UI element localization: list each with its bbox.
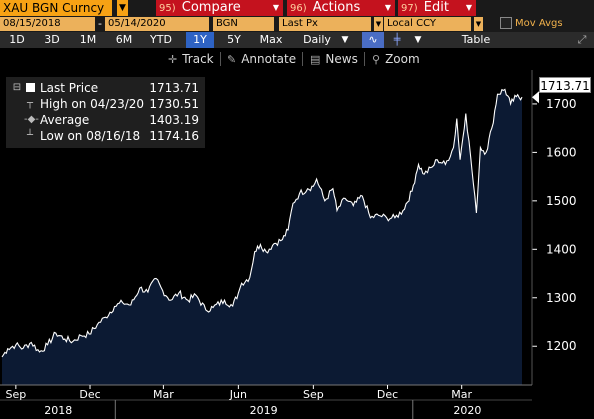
zoom-label: Zoom [385, 52, 420, 66]
track-button[interactable]: ✛ Track [168, 51, 214, 67]
legend-last-price: ⊟ Last Price 1713.71 [6, 80, 205, 96]
search-icon: ⚲ [372, 53, 381, 66]
toolbar-divider [364, 52, 365, 66]
edit-shortcut: 97) [401, 3, 418, 14]
series-swatch [26, 83, 35, 92]
mov-avgs-label: Mov Avgs [515, 18, 563, 29]
frequency-select[interactable]: Daily [303, 33, 331, 46]
zoom-button[interactable]: ⚲ Zoom [372, 51, 420, 67]
table-button[interactable]: Table [461, 33, 491, 46]
legend-low: ┴ Low on 08/16/18 1174.16 [6, 128, 205, 144]
x-tick-label: Jun [229, 388, 247, 401]
price-area [2, 89, 522, 386]
expand-icon[interactable]: ⤢ [577, 33, 587, 46]
chevron-down-icon[interactable]: ▼ [474, 17, 483, 31]
chart-toolbar [0, 48, 594, 70]
x-tick-label: Dec [79, 388, 100, 401]
end-date-field[interactable]: 05/14/2020 [105, 17, 209, 31]
average-marker-icon: -◆- [24, 114, 39, 125]
actions-label: Actions [312, 0, 361, 15]
current-price-label: 1713.71 [539, 77, 591, 93]
period-bar [0, 32, 594, 48]
tab-ytd[interactable]: YTD [150, 33, 172, 46]
actions-shortcut: 96) [290, 3, 307, 14]
toolbar-divider [302, 52, 303, 66]
chevron-down-icon[interactable]: ▼ [374, 17, 383, 31]
chevron-down-icon: ▼ [272, 3, 279, 12]
news-icon: ▤ [310, 53, 321, 66]
expand-square-icon: ⊟ [12, 82, 22, 93]
annotate-button[interactable]: ✎ Annotate [227, 51, 296, 67]
checkbox-icon[interactable] [500, 17, 512, 29]
y-tick-label: 1700 [546, 97, 577, 111]
tab-3d[interactable]: 3D [44, 33, 60, 46]
compare-label: Compare [181, 0, 241, 15]
high-marker-icon: ┬ [26, 98, 34, 109]
mov-avgs-toggle[interactable]: Mov Avgs [496, 17, 594, 31]
track-label: Track [182, 52, 214, 66]
legend-value: 1174.16 [149, 129, 199, 143]
low-marker-icon: ┴ [26, 130, 34, 141]
tab-1d[interactable]: 1D [9, 33, 25, 46]
legend-label: Low on 08/16/18 [40, 129, 141, 143]
chevron-down-icon[interactable]: ▼ [341, 35, 349, 45]
tab-1m[interactable]: 1M [79, 33, 97, 46]
chevron-down-icon[interactable]: ▼ [414, 35, 422, 45]
tab-max[interactable]: Max [259, 33, 283, 46]
x-tick-label: Sep [303, 388, 324, 401]
legend-label: Average [40, 113, 90, 127]
y-tick-label: 1600 [546, 145, 577, 159]
date-separator: - [98, 17, 102, 30]
legend-label: Last Price [40, 81, 99, 95]
y-axis-panel [532, 70, 594, 385]
legend-high: ┬ High on 04/23/20 1730.51 [6, 96, 205, 112]
news-label: News [325, 52, 358, 66]
x-axis-panel [0, 385, 594, 419]
track-icon: ✛ [168, 53, 178, 66]
tab-5y[interactable]: 5Y [227, 33, 241, 46]
y-tick-label: 1400 [546, 242, 577, 256]
y-tick-label: 1200 [546, 339, 577, 353]
legend-average: -◆- Average 1403.19 [6, 112, 205, 128]
annotate-label: Annotate [241, 52, 297, 66]
compare-button[interactable]: 95) Compare ▼ [156, 0, 283, 16]
ticker-dropdown-icon[interactable]: ▼ [117, 0, 128, 16]
bar-chart-icon[interactable]: ╪ [393, 33, 401, 46]
news-button[interactable]: ▤ News [310, 51, 358, 67]
pencil-icon: ✎ [227, 53, 237, 66]
price-line [1, 88, 523, 358]
edit-button[interactable]: 97) Edit ▼ [398, 0, 476, 16]
year-label: 2020 [453, 404, 481, 417]
source-field[interactable]: BGN [213, 17, 274, 31]
x-tick-label: Dec [377, 388, 398, 401]
legend-value: 1730.51 [149, 97, 199, 111]
compare-shortcut: 95) [159, 3, 176, 14]
tab-6m[interactable]: 6M [115, 33, 133, 46]
chevron-down-icon: ▼ [384, 3, 391, 12]
chart-legend: ⊟ Last Price 1713.71 ┬ High on 04/23/20 … [6, 77, 205, 148]
legend-value: 1713.71 [149, 81, 199, 95]
currency-field[interactable]: Local CCY [384, 17, 471, 31]
y-tick-label: 1300 [546, 291, 577, 305]
legend-label: High on 04/23/20 [40, 97, 145, 111]
x-tick-label: Sep [5, 388, 26, 401]
price-type-field[interactable]: Last Px [279, 17, 371, 31]
x-tick-label: Mar [153, 388, 174, 401]
year-label: 2018 [44, 404, 72, 417]
ticker-field[interactable]: XAU BGN Curncy [0, 0, 112, 16]
tab-1y[interactable]: 1Y [186, 32, 214, 48]
y-tick-label: 1500 [546, 194, 577, 208]
line-chart-icon[interactable]: ∿ [362, 32, 384, 48]
x-tick-label: Mar [451, 388, 472, 401]
year-label: 2019 [250, 404, 278, 417]
legend-value: 1403.19 [149, 113, 199, 127]
edit-label: Edit [423, 0, 449, 15]
toolbar-divider [220, 52, 221, 66]
current-price-pointer [532, 91, 539, 104]
chevron-down-icon: ▼ [465, 3, 472, 12]
actions-button[interactable]: 96) Actions ▼ [287, 0, 395, 16]
start-date-field[interactable]: 08/15/2018 [0, 17, 95, 31]
